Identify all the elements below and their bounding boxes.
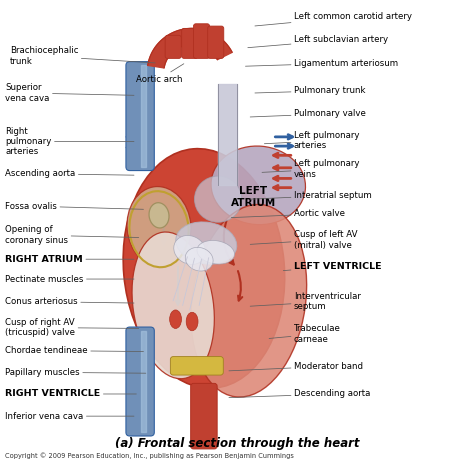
Text: Conus arteriosus: Conus arteriosus — [5, 297, 134, 306]
FancyBboxPatch shape — [126, 62, 155, 170]
Text: Cusp of left AV
(mitral) valve: Cusp of left AV (mitral) valve — [250, 230, 357, 250]
FancyBboxPatch shape — [182, 28, 198, 58]
Text: Chordae tendineae: Chordae tendineae — [5, 346, 144, 355]
Ellipse shape — [123, 149, 285, 388]
Text: LEFT VENTRICLE: LEFT VENTRICLE — [283, 262, 382, 270]
Ellipse shape — [197, 240, 235, 264]
Text: Interatrial septum: Interatrial septum — [250, 191, 372, 200]
Ellipse shape — [194, 176, 242, 222]
Text: Descending aorta: Descending aorta — [229, 389, 370, 399]
Text: Left subclavian artery: Left subclavian artery — [248, 36, 388, 48]
FancyBboxPatch shape — [126, 327, 155, 436]
Text: Left common carotid artery: Left common carotid artery — [255, 13, 412, 26]
FancyBboxPatch shape — [191, 383, 217, 449]
Polygon shape — [148, 28, 232, 68]
Text: Inferior vena cava: Inferior vena cava — [5, 412, 134, 421]
Ellipse shape — [170, 310, 182, 328]
Text: Papillary muscles: Papillary muscles — [5, 368, 146, 377]
FancyBboxPatch shape — [165, 35, 181, 58]
Text: Brachiocephalic
trunk: Brachiocephalic trunk — [10, 46, 155, 66]
Text: (a) Frontal section through the heart: (a) Frontal section through the heart — [115, 438, 359, 450]
Ellipse shape — [211, 146, 305, 225]
Text: Left pulmonary
veins: Left pulmonary veins — [262, 159, 359, 179]
Ellipse shape — [149, 203, 169, 228]
Text: Ascending aorta: Ascending aorta — [5, 169, 134, 178]
Ellipse shape — [127, 187, 191, 267]
FancyBboxPatch shape — [170, 357, 223, 375]
Text: Fossa ovalis: Fossa ovalis — [5, 201, 144, 211]
Ellipse shape — [191, 205, 307, 397]
FancyBboxPatch shape — [208, 26, 224, 58]
Text: RIGHT ATRIUM: RIGHT ATRIUM — [5, 255, 134, 264]
Text: Pulmonary trunk: Pulmonary trunk — [255, 86, 365, 95]
Ellipse shape — [174, 236, 206, 264]
Ellipse shape — [132, 232, 214, 379]
Text: Trabeculae
carneae: Trabeculae carneae — [269, 324, 341, 344]
Text: Aortic valve: Aortic valve — [231, 209, 345, 219]
Text: Cusp of right AV
(tricuspid) valve: Cusp of right AV (tricuspid) valve — [5, 318, 139, 337]
Text: Right
pulmonary
arteries: Right pulmonary arteries — [5, 126, 134, 156]
Ellipse shape — [185, 247, 213, 271]
Text: Pulmonary valve: Pulmonary valve — [250, 109, 365, 118]
Text: Copyright © 2009 Pearson Education, Inc., publishing as Pearson Benjamin Cumming: Copyright © 2009 Pearson Education, Inc.… — [5, 452, 294, 459]
Text: LEFT
ATRIUM: LEFT ATRIUM — [231, 186, 276, 208]
Text: Ligamentum arteriosum: Ligamentum arteriosum — [246, 58, 398, 68]
Text: RIGHT VENTRICLE: RIGHT VENTRICLE — [5, 389, 137, 399]
Ellipse shape — [186, 312, 198, 331]
Text: Moderator band: Moderator band — [229, 362, 363, 371]
Text: Opening of
coronary sinus: Opening of coronary sinus — [5, 225, 139, 245]
FancyBboxPatch shape — [193, 24, 210, 58]
Text: Left pulmonary
arteries: Left pulmonary arteries — [264, 131, 359, 150]
Ellipse shape — [176, 222, 237, 264]
Text: Aortic arch: Aortic arch — [136, 64, 184, 84]
Text: Superior
vena cava: Superior vena cava — [5, 83, 134, 103]
Text: Pectinate muscles: Pectinate muscles — [5, 275, 134, 283]
Text: Interventricular
septum: Interventricular septum — [250, 292, 361, 311]
